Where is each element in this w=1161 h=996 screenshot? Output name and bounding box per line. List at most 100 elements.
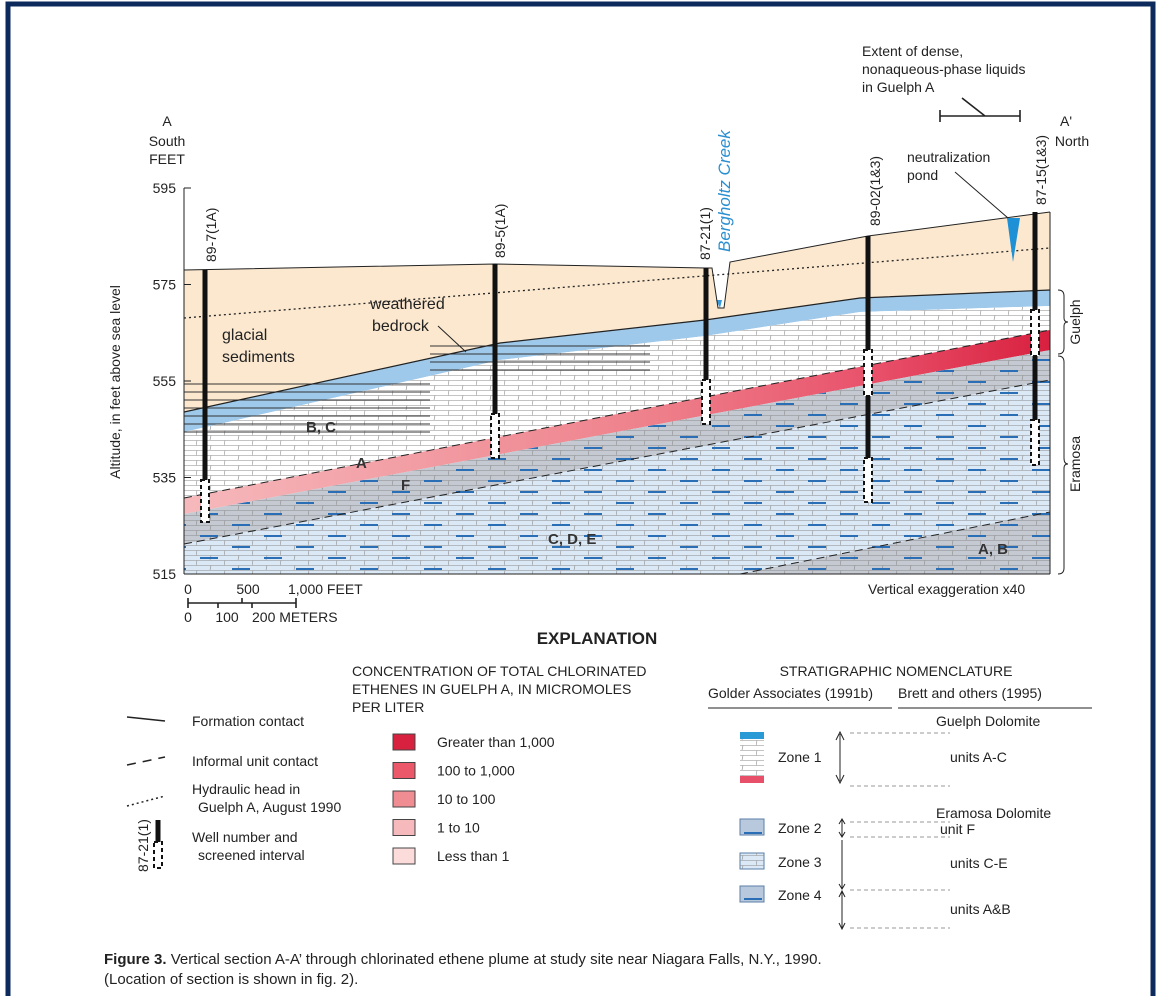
legend-label: Greater than 1,000 (437, 734, 555, 750)
scale-label: 0 (184, 609, 192, 625)
unit-label: bedrock (372, 318, 430, 335)
zone-label: Zone 2 (778, 820, 822, 836)
symbol-label: Hydraulic head in (192, 781, 300, 797)
zone-label: Zone 1 (778, 749, 822, 765)
strat-column: Golder Associates (1991b) (708, 685, 873, 701)
concentration-title: CONCENTRATION OF TOTAL CHLORINATED (352, 663, 647, 679)
creek-label: Bergholtz Creek (715, 129, 734, 252)
end-letter: A' (1060, 113, 1072, 129)
dnapl-extent (940, 98, 1020, 122)
dnapl-note: Extent of dense, (862, 43, 963, 59)
caption-text: Vertical section A-A’ through chlorinate… (171, 951, 822, 968)
legend-swatch (393, 734, 415, 750)
zone-arrow (836, 732, 844, 783)
leader-line (955, 172, 1008, 218)
y-tick-label: 515 (153, 566, 177, 582)
pond-note: neutralization (907, 149, 990, 165)
y-tick-label: 555 (153, 373, 177, 389)
zone-swatch (740, 819, 764, 835)
legend-swatch (393, 820, 415, 836)
scale-label: 200 METERS (252, 609, 338, 625)
zone-swatch (740, 732, 764, 739)
figure: 89-7(1A) 89-5(1A) 87-21(1) 89-02(1&3) 87… (0, 0, 1161, 996)
symbol-sample (127, 717, 165, 721)
legend-swatch (393, 848, 415, 864)
unit-name: units A&B (950, 901, 1011, 917)
symbol-label: Well number and (192, 829, 298, 845)
symbol-sample (127, 757, 165, 765)
unit-label: F (401, 477, 410, 494)
well-screen (1031, 420, 1039, 465)
well-label: 89-5(1A) (492, 204, 508, 258)
legend-swatch (393, 763, 415, 779)
well-screen (491, 414, 499, 458)
exaggeration-note: Vertical exaggeration x40 (868, 581, 1025, 597)
symbol-sample (154, 842, 162, 868)
well-screen (702, 380, 710, 424)
unit-label: glacial (222, 327, 267, 344)
zone-arrow (839, 891, 845, 929)
strat-column: Brett and others (1995) (898, 685, 1042, 701)
symbol-label: screened interval (198, 847, 305, 863)
symbol-label: Informal unit contact (192, 753, 318, 769)
legend-label: Less than 1 (437, 848, 510, 864)
caption: (Location of section is shown in fig. 2)… (104, 971, 358, 988)
concentration-title: PER LITER (352, 699, 424, 715)
well-screen (864, 458, 872, 502)
unit-label: weathered (369, 296, 445, 313)
strat-title: STRATIGRAPHIC NOMENCLATURE (780, 663, 1013, 679)
concentration-title: ETHENES IN GUELPH A, IN MICROMOLES (352, 681, 631, 697)
well-screen (201, 480, 209, 522)
well-label: 87-15(1&3) (1033, 135, 1049, 205)
y-tick-label: 595 (153, 180, 177, 196)
symbol-label: 87-21(1) (135, 819, 151, 872)
zone-arrow (839, 819, 845, 837)
scale-label: 100 (215, 609, 239, 625)
legend-label: 1 to 10 (437, 820, 480, 836)
symbol-label: Formation contact (192, 713, 304, 729)
unit-label: A (356, 455, 367, 472)
unit-label: A, B (978, 541, 1008, 558)
well-screen (864, 350, 872, 396)
zone-swatch (740, 853, 764, 869)
zone-arrow (839, 840, 845, 889)
legend-swatch (393, 791, 415, 807)
end-direction: North (1055, 133, 1089, 149)
formation-label: Guelph (1067, 299, 1083, 344)
zone-swatch (740, 732, 764, 782)
explanation-title: EXPLANATION (537, 629, 658, 648)
formation-name: Eramosa Dolomite (936, 805, 1051, 821)
well-label: 89-7(1A) (203, 208, 219, 262)
scale-label: 0 (184, 581, 192, 597)
axis-title: Altitude, in feet above sea level (107, 285, 123, 479)
unit-name: units A-C (950, 749, 1007, 765)
symbol-label: Guelph A, August 1990 (198, 799, 341, 815)
symbol-sample (127, 796, 165, 806)
legend-label: 10 to 100 (437, 791, 496, 807)
explanation: EXPLANATION Formation contact Informal u… (127, 629, 1092, 929)
zone-swatch (740, 886, 764, 902)
unit-name: units C-E (950, 855, 1008, 871)
scale-label: 500 (236, 581, 260, 597)
unit-label: B, C (306, 419, 336, 436)
unit-label: C, D, E (548, 531, 596, 548)
y-tick-label: 575 (153, 277, 177, 293)
unit-label: sediments (222, 349, 295, 366)
zone-label: Zone 4 (778, 887, 822, 903)
end-direction: South (149, 133, 186, 149)
zone-swatch (740, 776, 764, 783)
well-screen (1031, 310, 1039, 356)
dnapl-note: nonaqueous-phase liquids (862, 61, 1025, 77)
axis-units: FEET (149, 151, 185, 167)
caption: Figure 3. Vertical section A-A’ through … (104, 951, 822, 968)
concentration-legend: Greater than 1,000100 to 1,00010 to 1001… (393, 734, 555, 864)
formation-label: Eramosa (1067, 436, 1083, 492)
end-letter: A (162, 113, 172, 129)
zone-label: Zone 3 (778, 854, 822, 870)
pond-note: pond (907, 167, 938, 183)
y-tick-label: 535 (153, 470, 177, 486)
well-label: 87-21(1) (697, 207, 713, 260)
zone-limit (850, 733, 950, 786)
zone-limit (850, 822, 950, 837)
section (184, 188, 1050, 574)
